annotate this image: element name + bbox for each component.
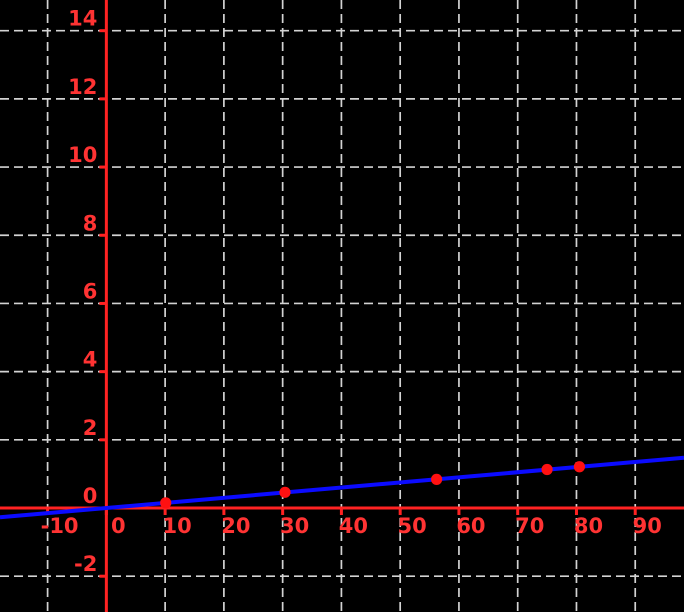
- y-tick-label: 2: [83, 416, 98, 440]
- data-point: [160, 497, 172, 509]
- x-tick-label: 0: [111, 514, 126, 538]
- x-tick-label: -10: [41, 514, 79, 538]
- x-tick-label: 20: [221, 514, 250, 538]
- x-tick-label: 50: [398, 514, 427, 538]
- x-tick-label: 60: [456, 514, 485, 538]
- y-tick-label: 12: [68, 75, 97, 99]
- x-tick-label: 10: [163, 514, 192, 538]
- x-tick-label: 30: [280, 514, 309, 538]
- y-tick-label: 0: [83, 484, 98, 508]
- y-tick-label: 14: [68, 7, 97, 31]
- y-tick-label: 4: [83, 348, 98, 372]
- data-point: [573, 461, 586, 473]
- data-points: [160, 461, 586, 509]
- y-tick-label: 8: [83, 211, 98, 235]
- data-point: [541, 463, 553, 476]
- data-point: [279, 486, 291, 498]
- x-tick-label: 40: [339, 514, 368, 538]
- y-tick-label: -2: [74, 552, 97, 576]
- y-tick-label: 10: [68, 143, 97, 167]
- x-tick-label: 70: [515, 514, 544, 538]
- data-point: [431, 473, 443, 485]
- regression-line: [0, 455, 684, 520]
- x-tick-label: 80: [574, 514, 603, 538]
- x-tick-label: 90: [633, 514, 662, 538]
- y-tick-label: 6: [83, 279, 98, 303]
